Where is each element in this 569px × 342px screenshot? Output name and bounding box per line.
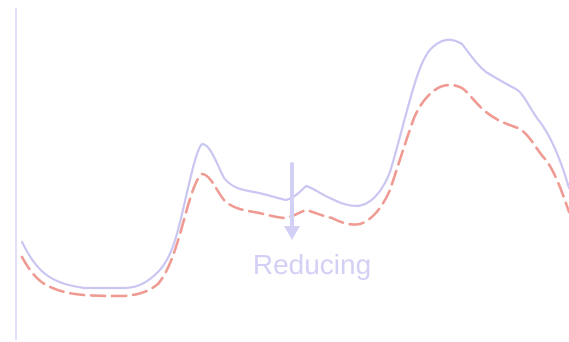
arrow-head: [284, 226, 300, 240]
reducing-label: Reducing: [253, 249, 371, 280]
upper-solid-curve: [20, 38, 569, 290]
reducing-arrow: [284, 162, 300, 240]
lower-dashed-curve: [20, 83, 569, 298]
